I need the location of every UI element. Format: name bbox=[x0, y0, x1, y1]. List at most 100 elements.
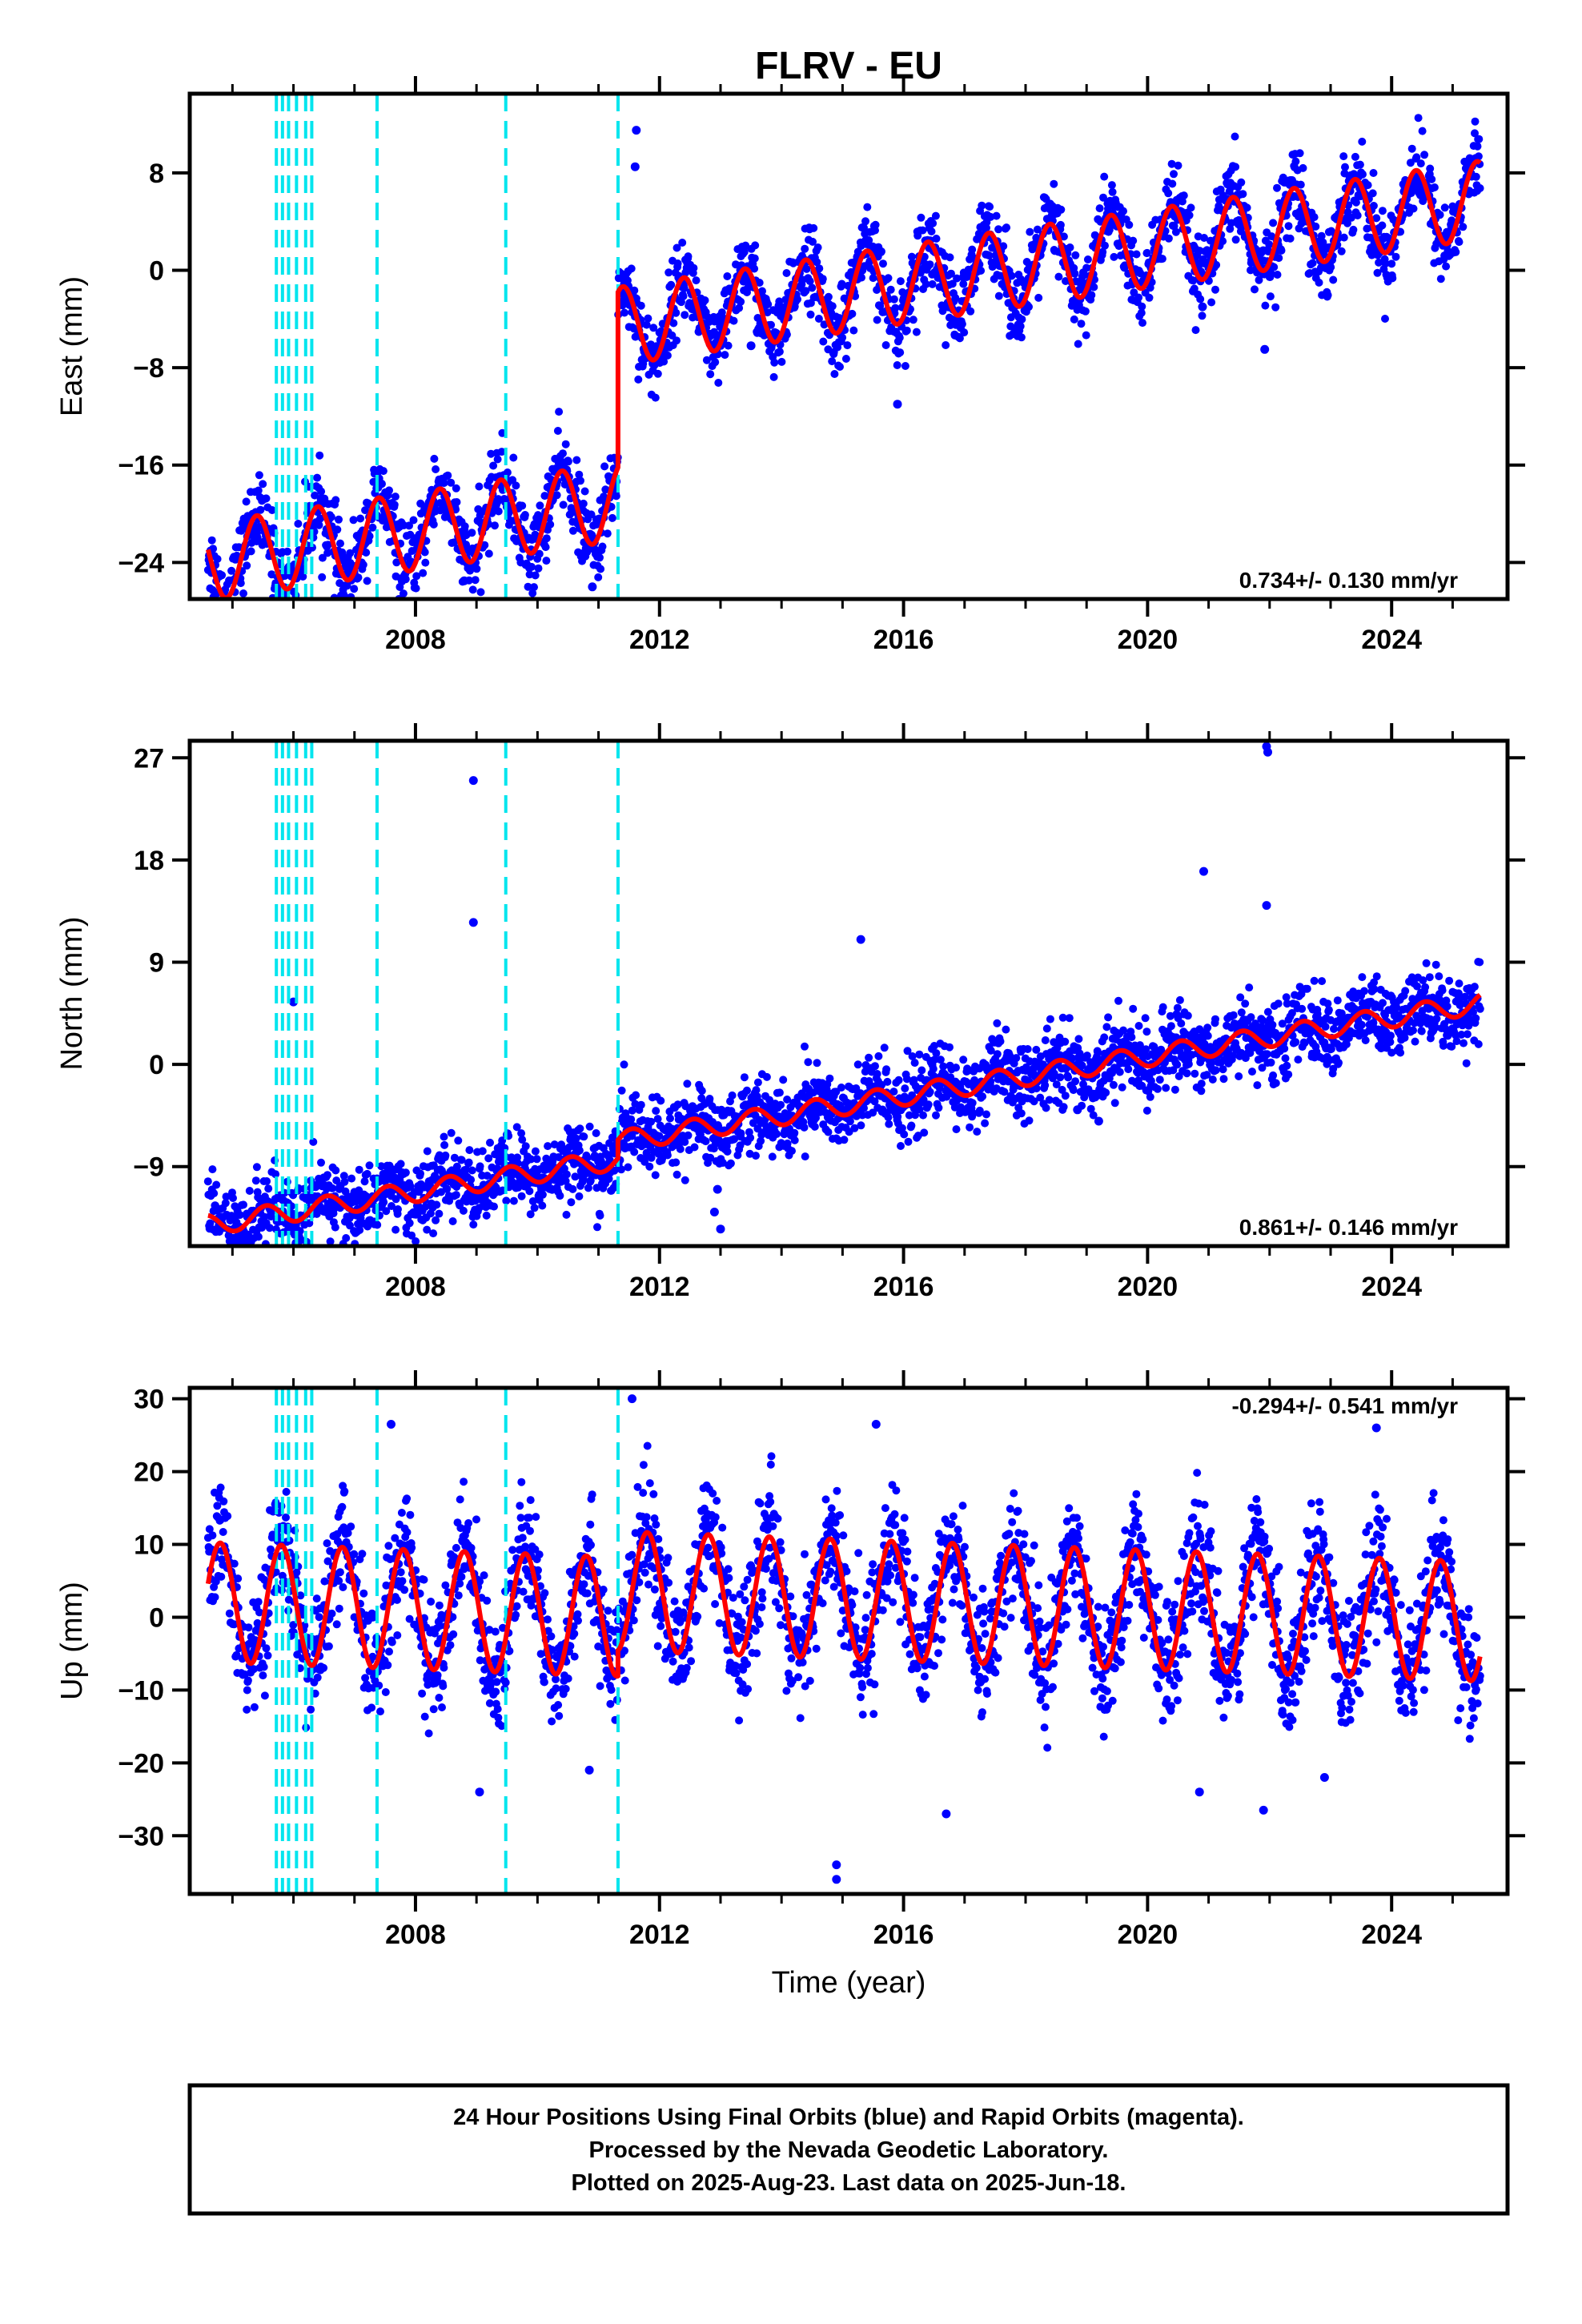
east-point bbox=[1212, 260, 1221, 269]
north-point bbox=[1041, 1081, 1050, 1090]
east-point bbox=[568, 526, 577, 535]
north-point bbox=[1079, 1080, 1087, 1088]
north-point bbox=[1241, 999, 1250, 1008]
north-point bbox=[909, 1076, 918, 1084]
east-y-tick-label: −8 bbox=[133, 353, 164, 384]
east-point bbox=[907, 252, 916, 261]
north-point bbox=[1267, 1058, 1275, 1067]
east-point bbox=[588, 532, 596, 541]
north-point bbox=[746, 1133, 755, 1142]
east-point bbox=[603, 529, 612, 538]
north-point bbox=[490, 1202, 498, 1211]
north-point bbox=[538, 1190, 547, 1199]
east-frame bbox=[187, 91, 1510, 601]
north-point bbox=[630, 1148, 639, 1156]
north-point bbox=[1282, 993, 1291, 1002]
east-point bbox=[1369, 169, 1378, 177]
east-point bbox=[978, 201, 986, 210]
north-point bbox=[900, 1130, 909, 1139]
east-point bbox=[955, 334, 964, 343]
east-point bbox=[669, 319, 678, 328]
east-point bbox=[1327, 263, 1335, 271]
east-point bbox=[1066, 243, 1074, 251]
north-point bbox=[801, 1152, 809, 1161]
east-point bbox=[808, 283, 817, 292]
north-point bbox=[950, 1103, 959, 1112]
north-point bbox=[254, 1232, 263, 1241]
north-point bbox=[340, 1177, 349, 1186]
east-point bbox=[354, 573, 363, 582]
north-point bbox=[952, 1125, 961, 1134]
north-point bbox=[981, 1119, 990, 1128]
north-point bbox=[1278, 1019, 1287, 1028]
east-point bbox=[1308, 259, 1317, 267]
north-point bbox=[1141, 1014, 1150, 1023]
east-point bbox=[896, 277, 905, 286]
north-point bbox=[1169, 1066, 1178, 1075]
north-point bbox=[1269, 1071, 1278, 1080]
east-point bbox=[223, 617, 231, 625]
east-point bbox=[1273, 271, 1282, 279]
east-point bbox=[1219, 237, 1227, 246]
north-point bbox=[567, 1198, 576, 1207]
north-point bbox=[1032, 1084, 1041, 1093]
east-point bbox=[405, 521, 413, 530]
north-point bbox=[804, 1058, 813, 1067]
east-point bbox=[814, 315, 823, 323]
north-point bbox=[509, 1196, 518, 1205]
north-point bbox=[901, 1084, 909, 1093]
north-point bbox=[1284, 1070, 1293, 1079]
east-point bbox=[299, 573, 307, 581]
north-point bbox=[1050, 1038, 1058, 1047]
east-point bbox=[679, 292, 688, 300]
north-point bbox=[627, 1115, 636, 1124]
east-point bbox=[559, 501, 568, 509]
north-point bbox=[1002, 1025, 1010, 1034]
north-point bbox=[1114, 996, 1122, 1005]
north-point bbox=[1067, 1054, 1076, 1063]
east-point bbox=[644, 314, 652, 323]
east-point bbox=[673, 259, 682, 267]
north-point bbox=[1182, 1069, 1191, 1078]
east-point bbox=[494, 507, 503, 516]
east-point bbox=[946, 253, 954, 262]
north-point bbox=[240, 1254, 248, 1262]
north-point bbox=[1246, 1048, 1255, 1057]
north-point bbox=[1058, 1013, 1067, 1022]
east-x-tick-label: 2012 bbox=[629, 625, 690, 655]
north-point bbox=[391, 1225, 400, 1234]
north-point bbox=[293, 1268, 301, 1276]
north-point bbox=[267, 1212, 275, 1221]
north-point bbox=[934, 1104, 943, 1112]
north-point bbox=[978, 1092, 987, 1101]
east-point bbox=[1207, 298, 1216, 307]
east-point bbox=[1164, 234, 1173, 243]
north-point bbox=[966, 1123, 974, 1132]
east-point bbox=[419, 569, 428, 577]
east-point bbox=[352, 611, 360, 619]
north-point bbox=[628, 1106, 636, 1115]
north-point bbox=[919, 1096, 928, 1104]
east-point bbox=[830, 370, 839, 378]
east-point bbox=[612, 492, 620, 501]
east-point bbox=[283, 547, 291, 556]
north-point bbox=[1211, 1015, 1219, 1023]
east-point bbox=[1251, 285, 1259, 294]
east-point bbox=[536, 501, 544, 510]
east-point bbox=[653, 369, 662, 378]
east-point bbox=[412, 572, 421, 581]
north-point bbox=[1119, 1026, 1128, 1035]
north-point bbox=[342, 1234, 351, 1242]
north-point bbox=[406, 1182, 415, 1191]
east-point bbox=[598, 542, 607, 551]
north-point bbox=[1102, 1088, 1110, 1097]
north-point bbox=[902, 1075, 911, 1084]
north-point bbox=[457, 1156, 466, 1164]
north-point bbox=[530, 1204, 539, 1212]
east-point bbox=[1269, 219, 1278, 227]
north-point bbox=[572, 1134, 580, 1143]
east-point bbox=[1436, 275, 1445, 283]
north-point bbox=[1197, 1080, 1206, 1088]
north-point bbox=[264, 1184, 273, 1193]
